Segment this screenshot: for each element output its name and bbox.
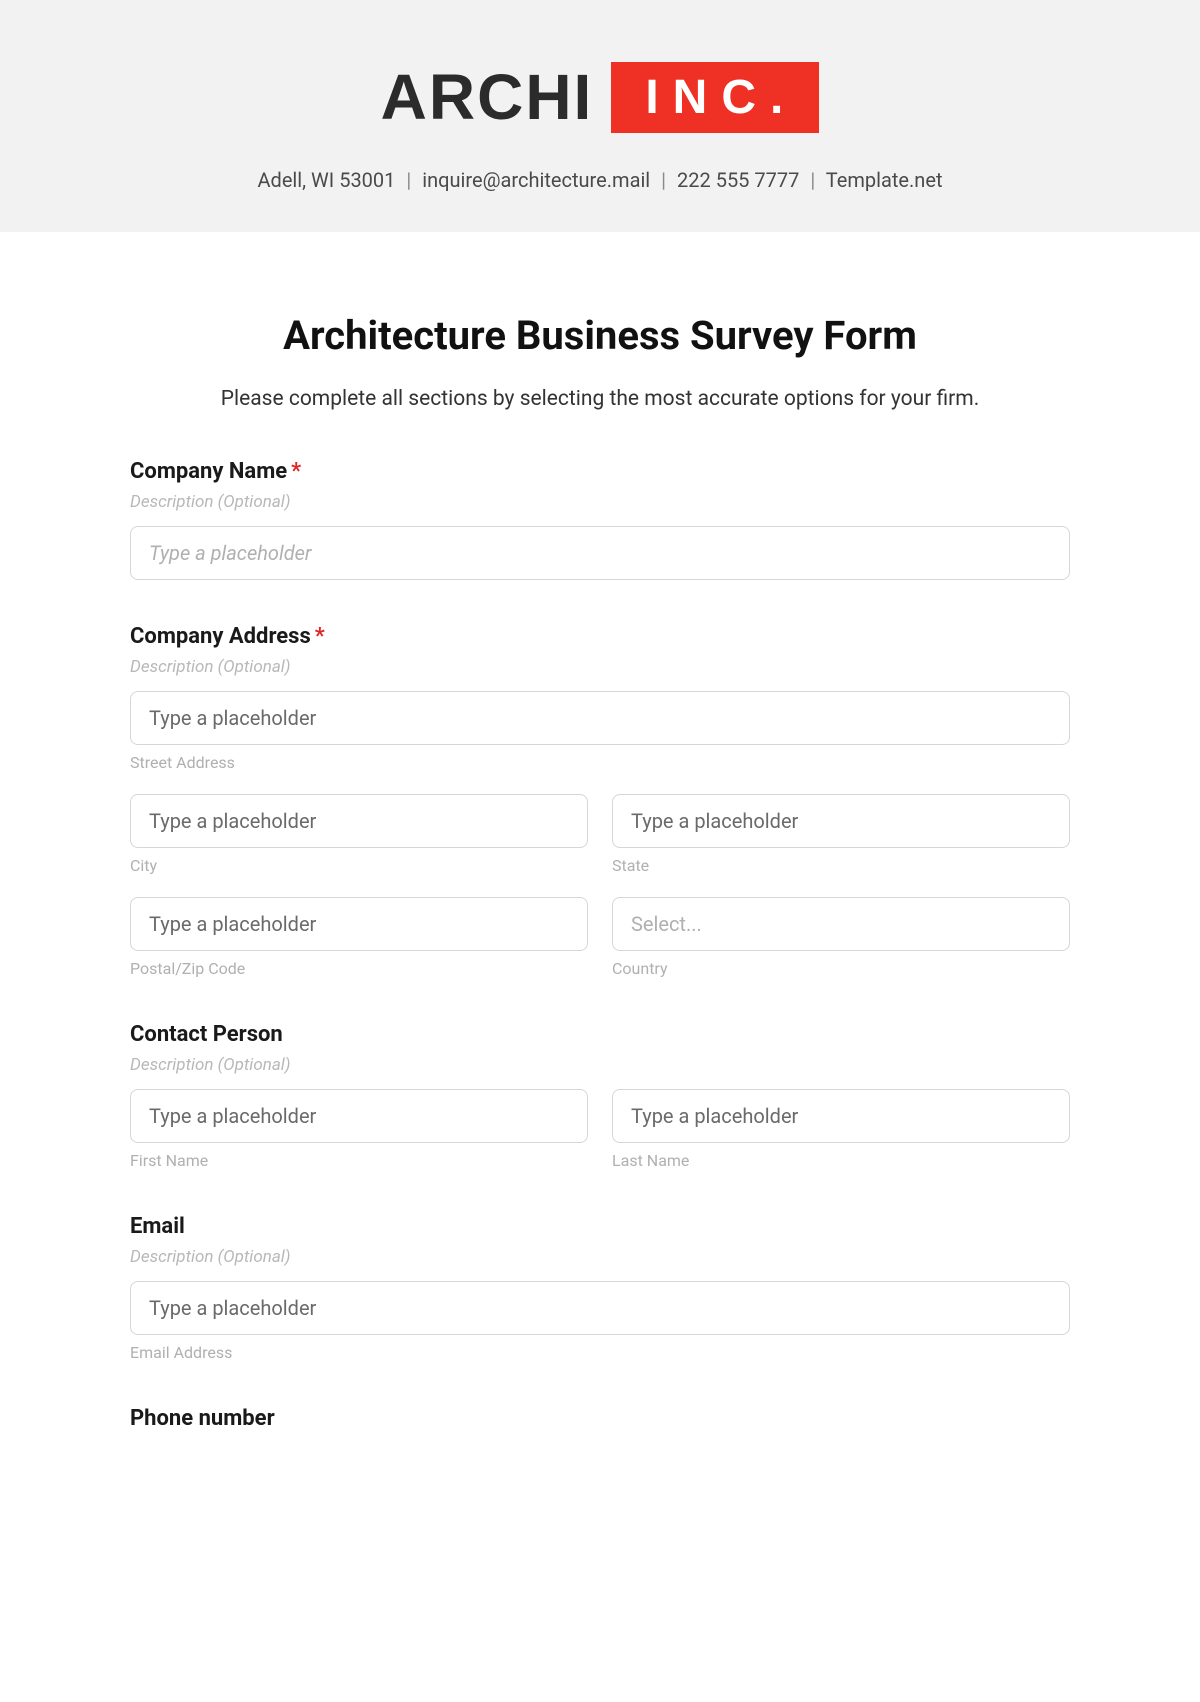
street-address-sublabel: Street Address (130, 753, 1070, 772)
phone-label: Phone number (130, 1406, 1070, 1431)
city-input[interactable] (130, 794, 588, 848)
email-sublabel: Email Address (130, 1343, 1070, 1362)
field-email: Email Description (Optional) Email Addre… (130, 1214, 1070, 1362)
postal-sublabel: Postal/Zip Code (130, 959, 588, 978)
contact-person-label: Contact Person (130, 1022, 1070, 1047)
label-text: Company Name (130, 459, 287, 484)
field-contact-person: Contact Person Description (Optional) Fi… (130, 1022, 1070, 1170)
country-sublabel: Country (612, 959, 1070, 978)
street-address-input[interactable] (130, 691, 1070, 745)
country-select[interactable]: Select... (612, 897, 1070, 951)
contact-email: inquire@architecture.mail (422, 168, 650, 192)
logo-inc: INC. (611, 62, 819, 133)
header-band: ARCHI INC. Adell, WI 53001 | inquire@arc… (0, 0, 1200, 232)
email-desc: Description (Optional) (130, 1247, 1070, 1267)
contact-phone: 222 555 7777 (677, 168, 799, 192)
company-address-label: Company Address* (130, 624, 1070, 649)
field-company-name: Company Name* Description (Optional) (130, 459, 1070, 580)
country-select-placeholder: Select... (631, 912, 702, 936)
first-name-sublabel: First Name (130, 1151, 588, 1170)
contact-line: Adell, WI 53001 | inquire@architecture.m… (0, 168, 1200, 192)
logo-archi: ARCHI (381, 60, 594, 134)
separator: | (406, 168, 411, 192)
first-name-input[interactable] (130, 1089, 588, 1143)
contact-site: Template.net (826, 168, 943, 192)
separator: | (810, 168, 815, 192)
state-sublabel: State (612, 856, 1070, 875)
company-name-label: Company Name* (130, 459, 1070, 484)
form-subtitle: Please complete all sections by selectin… (130, 387, 1070, 411)
field-company-address: Company Address* Description (Optional) … (130, 624, 1070, 978)
required-star: * (315, 624, 325, 649)
company-name-desc: Description (Optional) (130, 492, 1070, 512)
contact-address: Adell, WI 53001 (258, 168, 396, 192)
email-label: Email (130, 1214, 1070, 1239)
last-name-input[interactable] (612, 1089, 1070, 1143)
state-input[interactable] (612, 794, 1070, 848)
form-title: Architecture Business Survey Form (130, 312, 1070, 359)
company-name-input[interactable] (130, 526, 1070, 580)
logo: ARCHI INC. (381, 60, 820, 134)
field-phone: Phone number (130, 1406, 1070, 1431)
separator: | (661, 168, 666, 192)
label-text: Company Address (130, 624, 311, 649)
city-sublabel: City (130, 856, 588, 875)
required-star: * (291, 459, 301, 484)
contact-person-desc: Description (Optional) (130, 1055, 1070, 1075)
form-area: Architecture Business Survey Form Please… (0, 232, 1200, 1431)
company-address-desc: Description (Optional) (130, 657, 1070, 677)
last-name-sublabel: Last Name (612, 1151, 1070, 1170)
postal-input[interactable] (130, 897, 588, 951)
email-input[interactable] (130, 1281, 1070, 1335)
